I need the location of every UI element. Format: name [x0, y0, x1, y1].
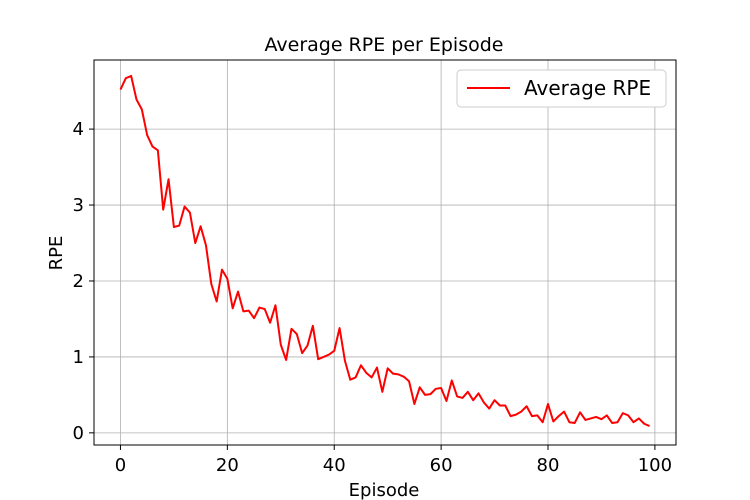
series-layer — [119, 74, 650, 427]
y-tick-label: 2 — [73, 271, 84, 292]
x-tick-label: 80 — [537, 455, 560, 476]
x-axis-label: Episode — [349, 480, 420, 500]
legend-label: Average RPE — [524, 76, 651, 100]
legend-box — [456, 69, 667, 108]
series-line-average-rpe — [119, 74, 650, 427]
x-axis-ticks: 0 20 40 60 80 100 — [115, 445, 672, 476]
y-axis-label: RPE — [46, 236, 67, 271]
y-axis-ticks: 0 1 2 3 4 — [73, 119, 94, 444]
x-tick-label: 40 — [323, 455, 346, 476]
x-tick-label: 0 — [115, 455, 126, 476]
y-tick-label: 4 — [73, 119, 84, 140]
legend: Average RPE — [456, 69, 667, 108]
x-tick-label: 60 — [430, 455, 453, 476]
y-tick-label: 3 — [73, 195, 84, 216]
grid-lines — [94, 60, 676, 445]
y-tick-label: 0 — [73, 423, 84, 444]
y-tick-label: 1 — [73, 347, 84, 368]
x-tick-label: 100 — [638, 455, 672, 476]
x-tick-label: 20 — [216, 455, 239, 476]
chart-title: Average RPE per Episode — [265, 34, 504, 56]
plot-frame — [93, 59, 677, 446]
